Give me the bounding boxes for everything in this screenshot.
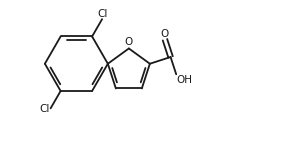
Text: Cl: Cl <box>39 104 49 114</box>
Text: Cl: Cl <box>97 9 108 19</box>
Text: O: O <box>161 29 169 38</box>
Text: OH: OH <box>177 75 193 85</box>
Text: O: O <box>125 37 133 47</box>
